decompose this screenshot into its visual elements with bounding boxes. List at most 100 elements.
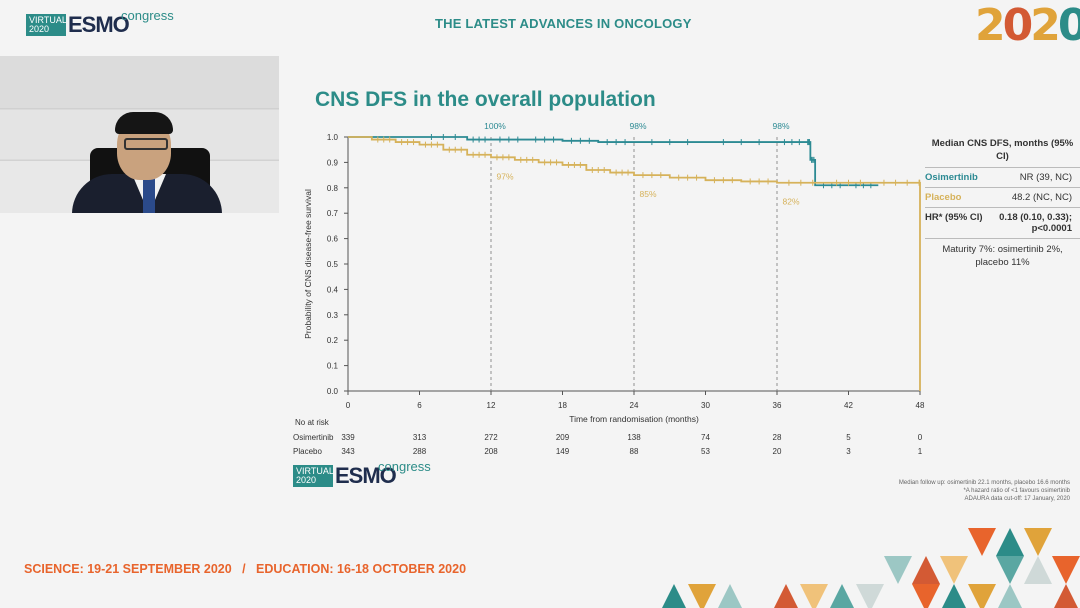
decorative-triangle [998, 584, 1022, 608]
decorative-triangle [1054, 584, 1078, 608]
risk-cell: 74 [701, 433, 710, 442]
landmark-label-osimertinib: 98% [629, 121, 646, 131]
x-tick-label: 36 [773, 401, 782, 410]
y-tick-label: 0.7 [327, 209, 339, 218]
risk-cell: 0 [918, 433, 923, 442]
x-tick-label: 30 [701, 401, 710, 410]
y-axis-label: Probability of CNS disease-free survival [303, 189, 313, 339]
year-logo: 2020 [975, 0, 1080, 51]
logo-congress-text: congress [121, 8, 174, 23]
risk-cell: 138 [627, 433, 641, 442]
median-row-placebo: Placebo 48.2 (NC, NC) [925, 188, 1080, 208]
decorative-triangle [800, 584, 828, 608]
x-tick-label: 6 [417, 401, 422, 410]
logo-virtual-badge: VIRTUAL 2020 [26, 14, 67, 36]
x-tick-label: 42 [844, 401, 853, 410]
decorative-triangle [718, 584, 742, 608]
x-tick-label: 24 [630, 401, 639, 410]
speaker-glasses [124, 138, 168, 150]
median-row-osimertinib: Osimertinib NR (39, NC) [925, 168, 1080, 188]
year-digit: 0 [1057, 0, 1080, 51]
decorative-triangle [1024, 528, 1052, 556]
risk-cell: 3 [846, 447, 851, 456]
y-tick-label: 0.0 [327, 387, 339, 396]
risk-cell: 28 [773, 433, 782, 442]
landmark-label-placebo: 82% [782, 197, 799, 207]
decorative-triangle [968, 584, 996, 608]
decorative-triangle [996, 556, 1024, 584]
risk-cell: 272 [484, 433, 498, 442]
risk-cell: 313 [413, 433, 427, 442]
logo-virtual-text: VIRTUAL [29, 15, 67, 25]
landmark-label-placebo: 85% [639, 189, 656, 199]
y-tick-label: 0.9 [327, 158, 339, 167]
landmark-label-placebo: 97% [496, 171, 513, 181]
decorative-triangle [856, 584, 884, 608]
header-tagline: THE LATEST ADVANCES IN ONCOLOGY [435, 16, 692, 31]
year-digit: 2 [975, 0, 1006, 51]
risk-row-label: Placebo [293, 447, 322, 456]
y-tick-label: 0.6 [327, 235, 339, 244]
logo-congress-text: congress [378, 459, 431, 474]
risk-cell: 20 [773, 447, 782, 456]
risk-cell: 209 [556, 433, 570, 442]
landmark-label-osimertinib: 100% [484, 121, 506, 131]
x-tick-label: 18 [558, 401, 567, 410]
risk-cell: 149 [556, 447, 570, 456]
decorative-triangle [996, 528, 1024, 556]
y-tick-label: 0.2 [327, 336, 339, 345]
decorative-triangle [774, 584, 798, 608]
x-axis-label: Time from randomisation (months) [569, 414, 699, 424]
median-row-value: 0.18 (0.10, 0.33); p<0.0001 [999, 212, 1072, 234]
risk-cell: 339 [341, 433, 355, 442]
y-tick-label: 0.8 [327, 184, 339, 193]
decorative-triangle [884, 556, 912, 584]
risk-cell: 88 [630, 447, 639, 456]
esmo-logo: VIRTUAL 2020 ESMO congress [26, 8, 174, 37]
risk-cell: 1 [918, 447, 923, 456]
x-tick-label: 0 [346, 401, 351, 410]
decorative-triangle [688, 584, 716, 608]
risk-row-label: Osimertinib [293, 433, 334, 442]
x-tick-label: 12 [487, 401, 496, 410]
year-digit: 2 [1030, 0, 1061, 51]
decorative-triangle [830, 584, 854, 608]
decorative-triangles [662, 528, 1080, 608]
footnote-followup: Median follow up: osimertinib 22.1 month… [898, 480, 1070, 486]
risk-cell: 343 [341, 447, 355, 456]
maturity-note: Maturity 7%: osimertinib 2%, placebo 11% [942, 244, 1063, 268]
logo-year-text: 2020 [296, 475, 317, 485]
median-row-hr: HR* (95% CI) 0.18 (0.10, 0.33); p<0.0001 [925, 208, 1080, 239]
speaker-tie [143, 178, 155, 213]
risk-cell: 208 [484, 447, 498, 456]
year-digit: 0 [1002, 0, 1034, 51]
decorative-triangle [1024, 556, 1052, 584]
footnote-hazard-ratio: *A hazard ratio of <1 favours osimertini… [963, 488, 1070, 494]
logo-virtual-text: VIRTUAL [296, 466, 334, 476]
logo-esmo-text: ESMO [335, 463, 397, 488]
y-tick-label: 0.1 [327, 362, 339, 371]
risk-table-header: No at risk [295, 418, 330, 427]
slide-title: CNS DFS in the overall population [315, 88, 656, 111]
median-row-label: Osimertinib [925, 172, 978, 183]
speaker-video [0, 56, 279, 213]
x-tick-label: 48 [916, 401, 925, 410]
y-tick-label: 0.5 [327, 260, 339, 269]
risk-cell: 53 [701, 447, 710, 456]
dates-banner: SCIENCE: 19-21 SEPTEMBER 2020 / EDUCATIO… [24, 562, 467, 576]
top-bar: VIRTUAL 2020 ESMO congress THE LATEST AD… [0, 0, 1080, 51]
logo-year-text: 2020 [29, 24, 50, 34]
speaker-hair [115, 112, 173, 134]
decorative-triangle [940, 556, 968, 584]
median-dfs-table: Median CNS DFS, months (95% CI) Osimerti… [925, 137, 1080, 269]
decorative-triangle [662, 584, 686, 608]
decorative-triangle [942, 584, 966, 608]
logo-virtual-badge: VIRTUAL 2020 [293, 465, 334, 487]
median-table-header: Median CNS DFS, months (95% CI) [925, 137, 1080, 168]
logo-esmo-text: ESMO [68, 12, 130, 37]
decorative-triangle [968, 528, 996, 556]
median-row-value: 48.2 (NC, NC) [1011, 192, 1072, 203]
km-chart: 0.00.10.20.30.40.50.60.70.80.91.00 6 12 18 2… [293, 121, 925, 456]
y-tick-label: 0.4 [327, 285, 339, 294]
y-tick-label: 0.3 [327, 311, 339, 320]
